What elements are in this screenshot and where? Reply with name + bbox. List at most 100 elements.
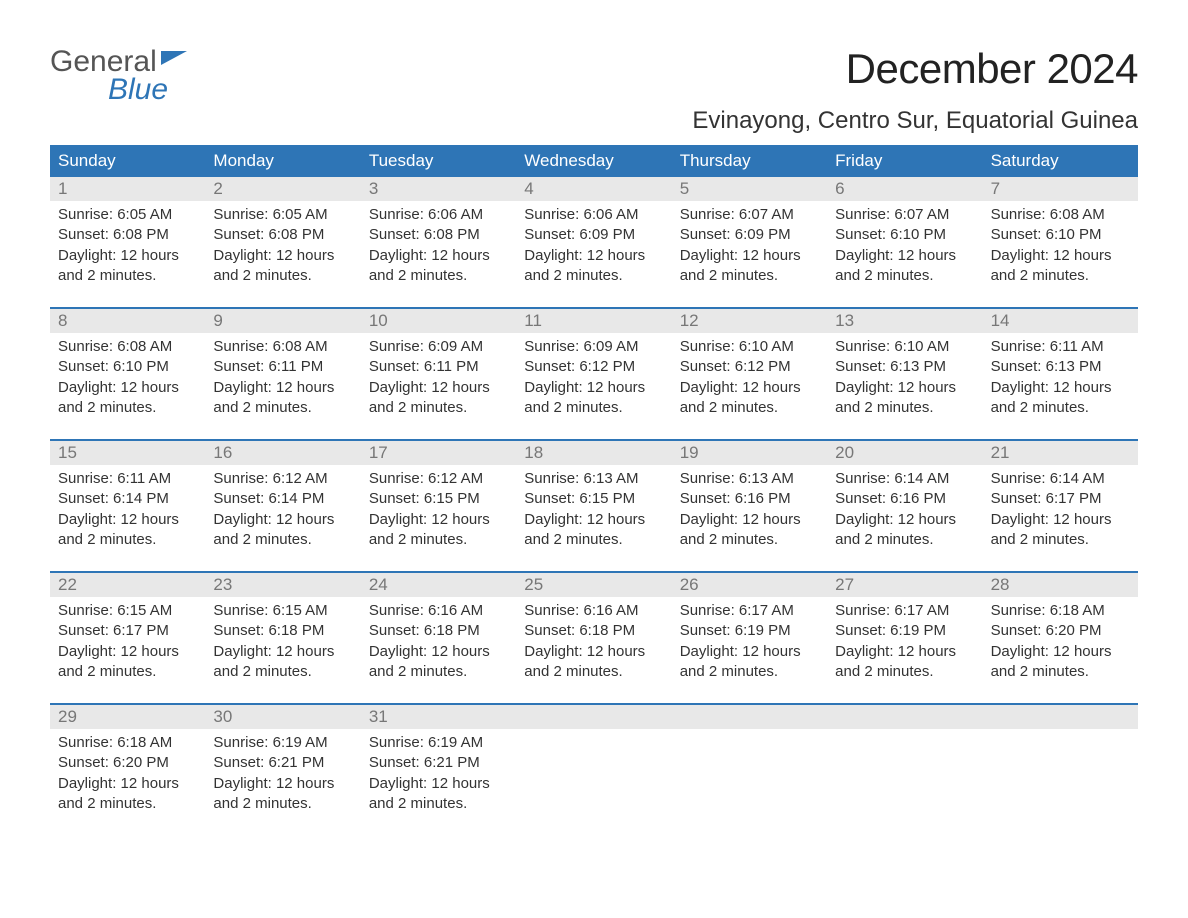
day-sunset: Sunset: 6:11 PM: [213, 357, 352, 377]
day-header-mon: Monday: [205, 145, 360, 177]
day-sunrise: Sunrise: 6:09 AM: [524, 337, 663, 357]
title-block: December 2024 Evinayong, Centro Sur, Equ…: [692, 45, 1138, 135]
day-d2: and 2 minutes.: [524, 530, 663, 550]
location: Evinayong, Centro Sur, Equatorial Guinea: [692, 107, 1138, 135]
day-d1: Daylight: 12 hours: [835, 246, 974, 266]
day-d2: and 2 minutes.: [991, 662, 1130, 682]
logo-word2: Blue: [108, 73, 168, 107]
day-cell: Sunrise: 6:13 AMSunset: 6:15 PMDaylight:…: [516, 465, 671, 557]
week-row: 1234567Sunrise: 6:05 AMSunset: 6:08 PMDa…: [50, 177, 1138, 293]
day-d2: and 2 minutes.: [991, 266, 1130, 286]
daynum-row: 22232425262728: [50, 573, 1138, 597]
week-row: 891011121314Sunrise: 6:08 AMSunset: 6:10…: [50, 307, 1138, 425]
day-d1: Daylight: 12 hours: [58, 510, 197, 530]
day-sunrise: Sunrise: 6:10 AM: [680, 337, 819, 357]
day-d2: and 2 minutes.: [680, 662, 819, 682]
day-cell: Sunrise: 6:12 AMSunset: 6:14 PMDaylight:…: [205, 465, 360, 557]
day-header-row: Sunday Monday Tuesday Wednesday Thursday…: [50, 145, 1138, 177]
day-sunset: Sunset: 6:09 PM: [524, 225, 663, 245]
day-cell: Sunrise: 6:15 AMSunset: 6:18 PMDaylight:…: [205, 597, 360, 689]
day-sunrise: Sunrise: 6:11 AM: [58, 469, 197, 489]
day-number: 14: [983, 309, 1138, 333]
day-cell: Sunrise: 6:12 AMSunset: 6:15 PMDaylight:…: [361, 465, 516, 557]
day-d2: and 2 minutes.: [58, 266, 197, 286]
day-d1: Daylight: 12 hours: [213, 774, 352, 794]
day-sunrise: Sunrise: 6:12 AM: [213, 469, 352, 489]
day-cell: Sunrise: 6:16 AMSunset: 6:18 PMDaylight:…: [361, 597, 516, 689]
day-d2: and 2 minutes.: [991, 398, 1130, 418]
day-sunrise: Sunrise: 6:10 AM: [835, 337, 974, 357]
day-number: 21: [983, 441, 1138, 465]
day-sunset: Sunset: 6:12 PM: [680, 357, 819, 377]
day-d2: and 2 minutes.: [369, 266, 508, 286]
day-sunset: Sunset: 6:21 PM: [213, 753, 352, 773]
day-sunrise: Sunrise: 6:13 AM: [680, 469, 819, 489]
day-cell: Sunrise: 6:07 AMSunset: 6:10 PMDaylight:…: [827, 201, 982, 293]
day-sunset: Sunset: 6:09 PM: [680, 225, 819, 245]
day-sunrise: Sunrise: 6:14 AM: [991, 469, 1130, 489]
day-number: 13: [827, 309, 982, 333]
day-sunset: Sunset: 6:18 PM: [369, 621, 508, 641]
day-d1: Daylight: 12 hours: [369, 510, 508, 530]
day-d2: and 2 minutes.: [369, 398, 508, 418]
day-d1: Daylight: 12 hours: [991, 510, 1130, 530]
day-d2: and 2 minutes.: [524, 662, 663, 682]
day-sunrise: Sunrise: 6:08 AM: [58, 337, 197, 357]
day-cell: Sunrise: 6:16 AMSunset: 6:18 PMDaylight:…: [516, 597, 671, 689]
day-sunset: Sunset: 6:13 PM: [835, 357, 974, 377]
day-number: 31: [361, 705, 516, 729]
day-sunset: Sunset: 6:10 PM: [58, 357, 197, 377]
day-number: 5: [672, 177, 827, 201]
day-sunrise: Sunrise: 6:19 AM: [369, 733, 508, 753]
day-sunset: Sunset: 6:14 PM: [213, 489, 352, 509]
calendar: Sunday Monday Tuesday Wednesday Thursday…: [50, 145, 1138, 821]
day-d2: and 2 minutes.: [835, 662, 974, 682]
day-d2: and 2 minutes.: [213, 794, 352, 814]
day-number: 6: [827, 177, 982, 201]
day-sunrise: Sunrise: 6:09 AM: [369, 337, 508, 357]
day-d1: Daylight: 12 hours: [835, 642, 974, 662]
day-number: 10: [361, 309, 516, 333]
day-cell: Sunrise: 6:17 AMSunset: 6:19 PMDaylight:…: [672, 597, 827, 689]
day-number: 26: [672, 573, 827, 597]
day-number: 29: [50, 705, 205, 729]
day-d1: Daylight: 12 hours: [58, 774, 197, 794]
day-sunrise: Sunrise: 6:18 AM: [58, 733, 197, 753]
day-sunset: Sunset: 6:08 PM: [213, 225, 352, 245]
logo-flag-icon: [161, 49, 187, 75]
day-cell: Sunrise: 6:19 AMSunset: 6:21 PMDaylight:…: [205, 729, 360, 821]
day-cell: Sunrise: 6:07 AMSunset: 6:09 PMDaylight:…: [672, 201, 827, 293]
day-d1: Daylight: 12 hours: [991, 642, 1130, 662]
day-number: 16: [205, 441, 360, 465]
day-d2: and 2 minutes.: [369, 794, 508, 814]
day-d2: and 2 minutes.: [835, 530, 974, 550]
day-sunrise: Sunrise: 6:08 AM: [213, 337, 352, 357]
day-cell: Sunrise: 6:14 AMSunset: 6:16 PMDaylight:…: [827, 465, 982, 557]
day-d1: Daylight: 12 hours: [524, 246, 663, 266]
day-cell: Sunrise: 6:13 AMSunset: 6:16 PMDaylight:…: [672, 465, 827, 557]
day-sunrise: Sunrise: 6:06 AM: [524, 205, 663, 225]
day-d1: Daylight: 12 hours: [369, 378, 508, 398]
day-d1: Daylight: 12 hours: [369, 246, 508, 266]
day-number: 8: [50, 309, 205, 333]
day-sunrise: Sunrise: 6:05 AM: [213, 205, 352, 225]
day-d1: Daylight: 12 hours: [680, 642, 819, 662]
day-cell: Sunrise: 6:06 AMSunset: 6:08 PMDaylight:…: [361, 201, 516, 293]
day-d2: and 2 minutes.: [58, 530, 197, 550]
day-cell: Sunrise: 6:08 AMSunset: 6:10 PMDaylight:…: [50, 333, 205, 425]
day-sunrise: Sunrise: 6:05 AM: [58, 205, 197, 225]
day-number: 19: [672, 441, 827, 465]
day-sunset: Sunset: 6:21 PM: [369, 753, 508, 773]
day-d1: Daylight: 12 hours: [991, 246, 1130, 266]
day-sunset: Sunset: 6:10 PM: [991, 225, 1130, 245]
day-d1: Daylight: 12 hours: [835, 510, 974, 530]
day-sunrise: Sunrise: 6:11 AM: [991, 337, 1130, 357]
day-sunset: Sunset: 6:10 PM: [835, 225, 974, 245]
day-d2: and 2 minutes.: [369, 662, 508, 682]
day-cell: Sunrise: 6:05 AMSunset: 6:08 PMDaylight:…: [50, 201, 205, 293]
day-d2: and 2 minutes.: [680, 530, 819, 550]
day-sunset: Sunset: 6:13 PM: [991, 357, 1130, 377]
day-cell: Sunrise: 6:09 AMSunset: 6:11 PMDaylight:…: [361, 333, 516, 425]
day-sunrise: Sunrise: 6:17 AM: [680, 601, 819, 621]
day-cell: Sunrise: 6:11 AMSunset: 6:14 PMDaylight:…: [50, 465, 205, 557]
